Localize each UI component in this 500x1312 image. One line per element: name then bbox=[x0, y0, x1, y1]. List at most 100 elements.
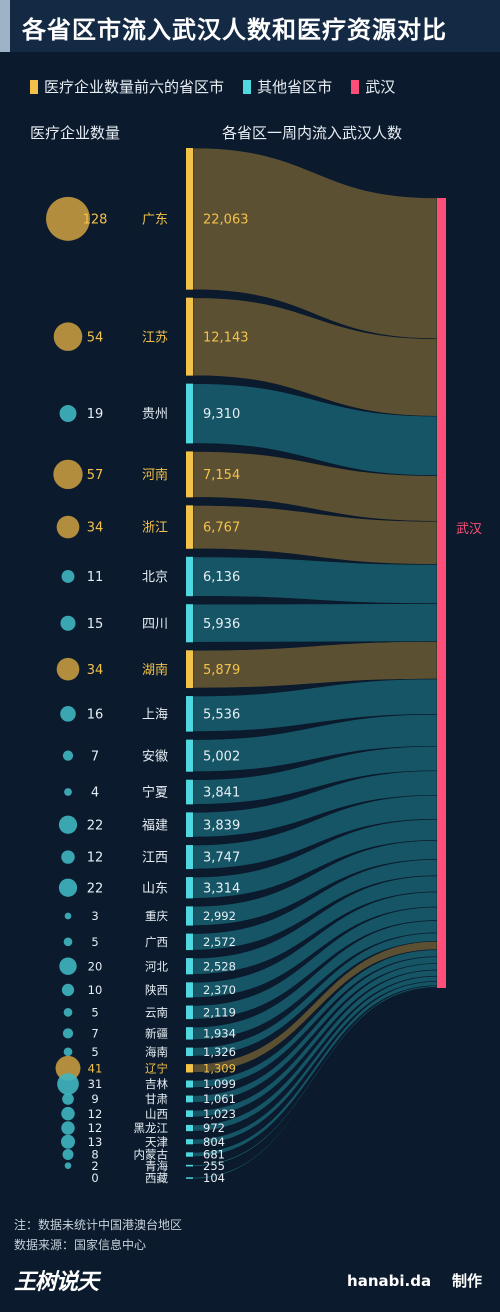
left-column-header: 医疗企业数量 bbox=[30, 124, 121, 142]
province-label-云南: 云南 bbox=[145, 1005, 168, 1019]
province-label-河南: 河南 bbox=[142, 467, 168, 483]
enterprise-bubble-广西 bbox=[63, 937, 73, 947]
province-label-青海: 青海 bbox=[145, 1159, 168, 1173]
enterprise-count-四川: 15 bbox=[87, 617, 104, 632]
source-bar-河北 bbox=[186, 958, 193, 975]
province-label-广西: 广西 bbox=[145, 935, 168, 949]
source-bar-天津 bbox=[186, 1139, 193, 1145]
source-bar-福建 bbox=[186, 812, 193, 838]
enterprise-count-云南: 5 bbox=[91, 1005, 98, 1019]
enterprise-count-安徽: 7 bbox=[91, 749, 99, 764]
brand-logo: 王树说天 bbox=[14, 1269, 99, 1295]
brand-url: hanabi.da bbox=[347, 1272, 432, 1290]
enterprise-count-江西: 12 bbox=[87, 851, 104, 866]
province-label-四川: 四川 bbox=[142, 617, 168, 632]
enterprise-bubble-内蒙古 bbox=[62, 1149, 74, 1161]
target-label-wuhan: 武汉 bbox=[456, 522, 482, 537]
enterprise-count-河南: 57 bbox=[87, 468, 104, 483]
source-bar-广西 bbox=[186, 933, 193, 951]
province-label-山西: 山西 bbox=[145, 1107, 168, 1121]
flow-value-label-江西: 3,747 bbox=[203, 851, 240, 866]
flow-value-label-安徽: 5,002 bbox=[203, 749, 240, 764]
flow-value-label-重庆: 2,992 bbox=[203, 909, 236, 923]
flow-value-label-贵州: 9,310 bbox=[203, 407, 240, 422]
source-bar-湖南 bbox=[186, 650, 193, 689]
enterprise-count-广东: 128 bbox=[83, 213, 108, 228]
source-bar-黑龙江 bbox=[186, 1124, 193, 1132]
source-bar-山东 bbox=[186, 877, 193, 899]
province-label-辽宁: 辽宁 bbox=[145, 1061, 168, 1075]
target-bar-wuhan bbox=[437, 198, 446, 988]
enterprise-bubble-北京 bbox=[61, 570, 75, 583]
enterprise-count-辽宁: 41 bbox=[88, 1061, 103, 1075]
legend-swatch-wuhan bbox=[351, 80, 360, 94]
enterprise-count-西藏: 0 bbox=[91, 1171, 98, 1185]
legend-label-wuhan: 武汉 bbox=[365, 78, 396, 96]
enterprise-bubble-江苏 bbox=[53, 322, 83, 351]
enterprise-count-海南: 5 bbox=[91, 1045, 98, 1059]
flow-value-label-陕西: 2,370 bbox=[203, 983, 236, 997]
enterprise-count-河北: 20 bbox=[88, 959, 103, 973]
enterprise-bubble-安徽 bbox=[62, 750, 74, 761]
source-bar-云南 bbox=[186, 1005, 193, 1020]
province-label-新疆: 新疆 bbox=[145, 1026, 168, 1040]
enterprise-count-贵州: 19 bbox=[87, 407, 104, 422]
source-bar-河南 bbox=[186, 451, 193, 498]
enterprise-bubble-新疆 bbox=[62, 1028, 74, 1039]
enterprise-bubble-江西 bbox=[61, 850, 75, 864]
flow-value-label-浙江: 6,767 bbox=[203, 521, 240, 536]
source-bar-江西 bbox=[186, 845, 193, 870]
data-source: 数据来源：国家信息中心 bbox=[14, 1238, 147, 1252]
flow-value-label-吉林: 1,099 bbox=[203, 1077, 236, 1091]
flow-value-label-山东: 3,314 bbox=[203, 881, 240, 896]
province-label-黑龙江: 黑龙江 bbox=[134, 1121, 169, 1135]
enterprise-count-浙江: 34 bbox=[87, 521, 104, 536]
flow-value-label-海南: 1,326 bbox=[203, 1045, 236, 1059]
enterprise-count-山东: 22 bbox=[87, 881, 104, 896]
enterprise-bubble-重庆 bbox=[64, 912, 72, 920]
brand-url-gap bbox=[431, 1272, 452, 1290]
enterprise-bubble-海南 bbox=[63, 1047, 73, 1057]
enterprise-count-青海: 2 bbox=[91, 1159, 98, 1173]
enterprise-count-上海: 16 bbox=[87, 708, 104, 723]
enterprise-bubble-河南 bbox=[53, 459, 83, 490]
brand-suffix: 制作 bbox=[451, 1272, 482, 1290]
source-bar-江苏 bbox=[186, 297, 193, 376]
enterprise-bubble-青海 bbox=[64, 1162, 72, 1169]
chart-title: 各省区市流入武汉人数和医疗资源对比 bbox=[22, 16, 447, 44]
right-column-header: 各省区一周内流入武汉人数 bbox=[222, 124, 403, 142]
province-label-江苏: 江苏 bbox=[142, 329, 168, 345]
source-bar-安徽 bbox=[186, 739, 193, 772]
enterprise-bubble-贵州 bbox=[59, 405, 77, 422]
flow-value-label-西藏: 104 bbox=[203, 1171, 225, 1185]
enterprise-bubble-甘肃 bbox=[62, 1093, 74, 1105]
flow-value-label-辽宁: 1,309 bbox=[203, 1061, 236, 1075]
flow-value-label-新疆: 1,934 bbox=[203, 1026, 236, 1040]
enterprise-count-重庆: 3 bbox=[91, 909, 98, 923]
province-label-江西: 江西 bbox=[142, 851, 168, 866]
enterprise-bubble-河北 bbox=[59, 957, 77, 975]
enterprise-count-广西: 5 bbox=[91, 935, 98, 949]
source-bar-青海 bbox=[186, 1164, 193, 1167]
source-bar-陕西 bbox=[186, 982, 193, 998]
enterprise-bubble-吉林 bbox=[57, 1073, 79, 1095]
province-label-海南: 海南 bbox=[145, 1045, 168, 1059]
source-bar-西藏 bbox=[186, 1177, 193, 1179]
flow-value-label-河南: 7,154 bbox=[203, 468, 240, 483]
province-label-湖南: 湖南 bbox=[142, 662, 168, 678]
province-label-宁夏: 宁夏 bbox=[142, 785, 168, 801]
flow-value-label-甘肃: 1,061 bbox=[203, 1092, 236, 1106]
source-bar-海南 bbox=[186, 1047, 193, 1057]
source-bar-北京 bbox=[186, 556, 193, 597]
enterprise-bubble-云南 bbox=[63, 1007, 73, 1017]
enterprise-bubble-湖南 bbox=[56, 657, 80, 681]
province-label-天津: 天津 bbox=[145, 1135, 168, 1149]
flow-value-label-山西: 1,023 bbox=[203, 1107, 236, 1121]
enterprise-count-内蒙古: 8 bbox=[91, 1148, 98, 1162]
enterprise-bubble-广东 bbox=[46, 196, 90, 241]
province-label-安徽: 安徽 bbox=[142, 749, 168, 764]
enterprise-bubble-浙江 bbox=[56, 515, 80, 539]
province-label-山东: 山东 bbox=[142, 881, 168, 896]
source-bar-重庆 bbox=[186, 906, 193, 926]
source-bar-内蒙古 bbox=[186, 1152, 193, 1157]
